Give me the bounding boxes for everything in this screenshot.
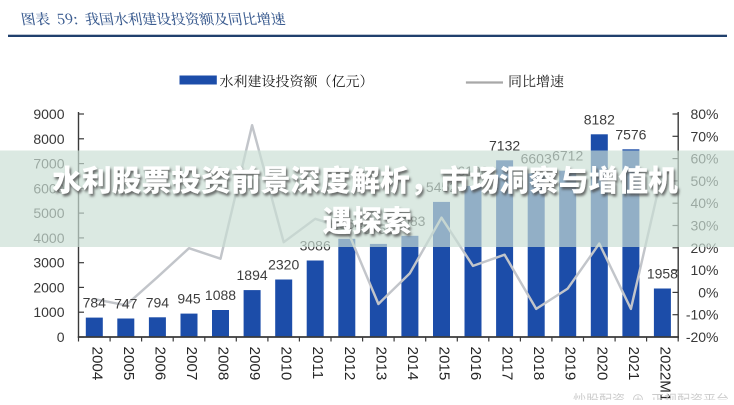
svg-text:2010: 2010 bbox=[278, 347, 295, 381]
svg-text:2017: 2017 bbox=[499, 347, 516, 381]
svg-text:2022M1: 2022M1 bbox=[656, 347, 673, 401]
svg-text:3000: 3000 bbox=[33, 255, 64, 271]
svg-text:1894: 1894 bbox=[237, 267, 268, 283]
svg-text:2016: 2016 bbox=[467, 347, 484, 381]
svg-text:784: 784 bbox=[83, 295, 107, 311]
svg-text:2014: 2014 bbox=[404, 347, 421, 381]
svg-text:0%: 0% bbox=[698, 284, 718, 300]
svg-text:1958: 1958 bbox=[647, 266, 678, 282]
svg-text:2009: 2009 bbox=[246, 347, 263, 381]
svg-text:7132: 7132 bbox=[489, 137, 520, 153]
svg-text:2008: 2008 bbox=[215, 347, 232, 381]
svg-text:2005: 2005 bbox=[120, 347, 137, 381]
svg-text:794: 794 bbox=[146, 294, 170, 310]
svg-text:8182: 8182 bbox=[584, 111, 615, 127]
svg-text:-10%: -10% bbox=[686, 307, 719, 323]
svg-text:1000: 1000 bbox=[33, 304, 64, 320]
svg-text:2011: 2011 bbox=[309, 347, 326, 380]
svg-text:2013: 2013 bbox=[372, 347, 389, 381]
svg-text:2021: 2021 bbox=[625, 347, 642, 381]
svg-text:2007: 2007 bbox=[183, 347, 200, 381]
svg-text:2018: 2018 bbox=[530, 347, 547, 381]
svg-text:2012: 2012 bbox=[341, 347, 358, 381]
svg-text:2320: 2320 bbox=[268, 257, 299, 273]
svg-text:70%: 70% bbox=[690, 128, 718, 144]
svg-text:747: 747 bbox=[114, 296, 138, 312]
svg-text:2000: 2000 bbox=[33, 279, 64, 295]
svg-text:80%: 80% bbox=[690, 106, 718, 122]
svg-text:10%: 10% bbox=[690, 262, 718, 278]
svg-text:9000: 9000 bbox=[33, 106, 64, 122]
svg-text:945: 945 bbox=[177, 291, 201, 307]
svg-text:0: 0 bbox=[57, 329, 65, 345]
svg-text:2020: 2020 bbox=[593, 347, 610, 381]
svg-text:8000: 8000 bbox=[33, 131, 64, 147]
svg-text:-20%: -20% bbox=[686, 329, 719, 345]
svg-text:2006: 2006 bbox=[151, 347, 168, 381]
svg-text:2019: 2019 bbox=[562, 347, 579, 381]
svg-text:1088: 1088 bbox=[205, 287, 236, 303]
svg-text:7576: 7576 bbox=[615, 126, 646, 142]
svg-text:2015: 2015 bbox=[436, 347, 453, 381]
svg-text:2004: 2004 bbox=[88, 347, 105, 381]
